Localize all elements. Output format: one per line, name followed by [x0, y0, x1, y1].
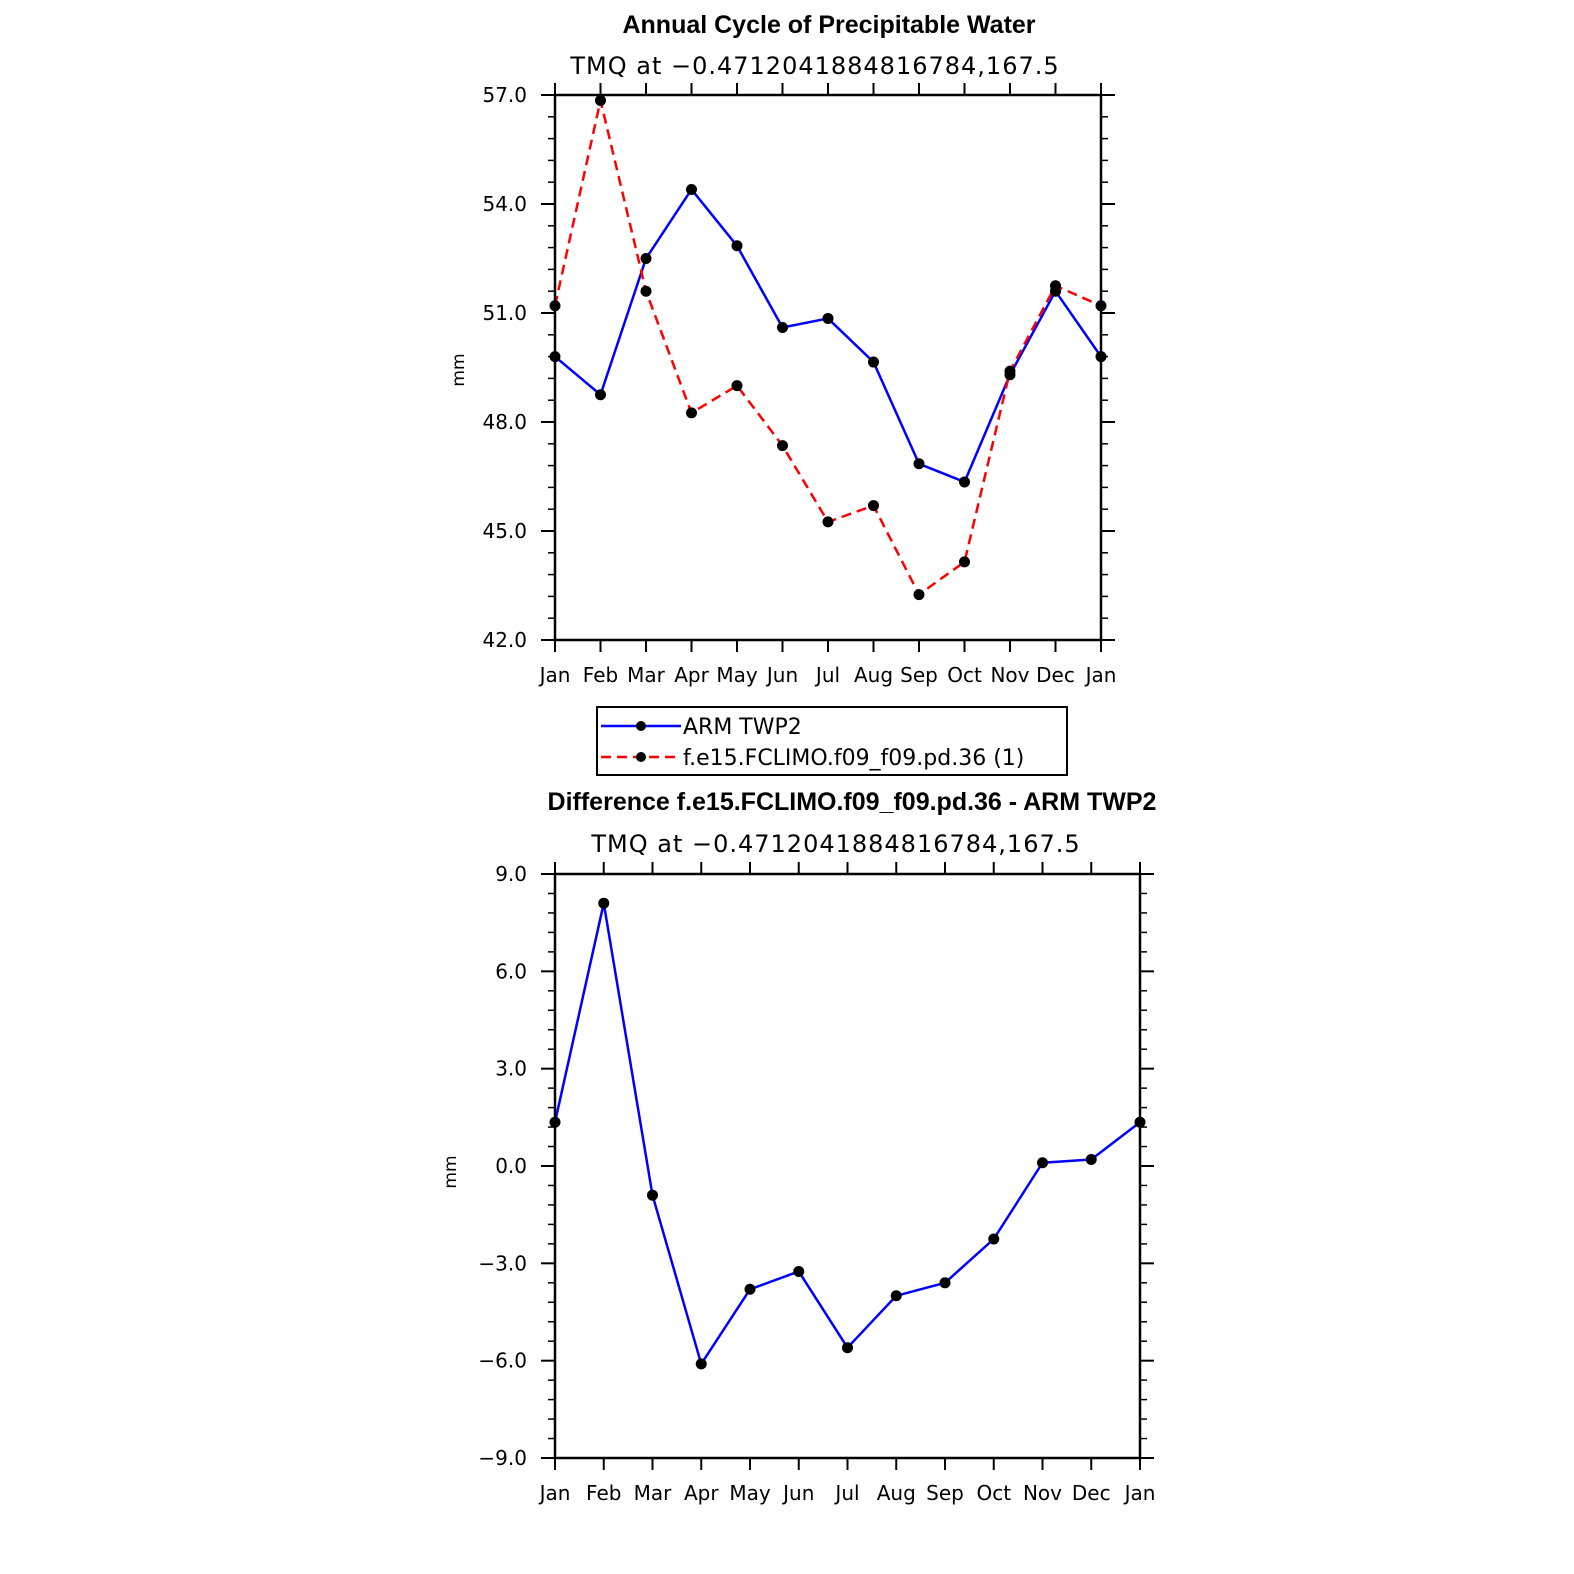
data-point [686, 183, 697, 195]
y-tick-label: 57.0 [482, 83, 527, 107]
x-tick-label: Jun [781, 1481, 814, 1505]
x-tick-label: Jul [814, 663, 840, 687]
x-tick-label: Apr [674, 663, 709, 687]
x-tick-label: Aug [854, 663, 893, 687]
chart-2-y-axis-label: mm [441, 1155, 461, 1188]
y-tick-label: −6.0 [478, 1349, 527, 1373]
data-point [1085, 1154, 1097, 1166]
data-point [640, 285, 652, 297]
chart-2-plot-frame [553, 872, 1142, 1460]
legend-marker-arm [636, 721, 646, 731]
x-tick-label: Mar [627, 663, 666, 687]
x-tick-label: May [716, 663, 758, 687]
data-point [647, 1189, 658, 1201]
y-tick-label: 51.0 [482, 301, 527, 325]
x-tick-label: Jan [1123, 1481, 1156, 1505]
legend-label-model: f.e15.FCLIMO.f09_f09.pd.36 (1) [683, 746, 1024, 771]
y-tick-label: 9.0 [495, 862, 527, 886]
data-point [959, 556, 970, 568]
data-point [731, 240, 743, 252]
x-tick-label: Jun [765, 663, 798, 687]
x-tick-label: Nov [990, 663, 1029, 687]
precipitable-water-chart: Annual Cycle of Precipitable Water TMQ a… [449, 11, 1116, 687]
data-point [1004, 365, 1016, 377]
data-point [695, 1358, 707, 1370]
x-tick-label: Oct [947, 663, 982, 687]
y-tick-label: 42.0 [482, 628, 527, 652]
data-point [595, 94, 606, 106]
data-point [777, 322, 788, 334]
y-tick-label: 45.0 [482, 519, 527, 543]
x-tick-label: Jul [833, 1481, 859, 1505]
chart-1-title: Annual Cycle of Precipitable Water [622, 11, 1035, 39]
x-tick-label: Jan [1084, 663, 1117, 687]
legend-marker-model [636, 752, 646, 762]
y-tick-label: 0.0 [495, 1154, 527, 1178]
data-point [868, 356, 879, 368]
data-point [598, 897, 610, 909]
x-tick-label: Aug [877, 1481, 916, 1505]
y-tick-label: 3.0 [495, 1057, 527, 1081]
chart-2-title: Difference f.e15.FCLIMO.f09_f09.pd.36 - … [548, 788, 1157, 816]
data-point [793, 1265, 805, 1277]
data-point [1050, 280, 1061, 292]
series-line-1 [553, 901, 1141, 1366]
data-point [959, 476, 970, 488]
x-tick-label: Mar [634, 1481, 673, 1505]
x-tick-label: Nov [1023, 1481, 1062, 1505]
x-tick-label: May [729, 1481, 771, 1505]
data-point [988, 1233, 1000, 1245]
y-tick-label: 6.0 [495, 959, 527, 983]
x-tick-label: Oct [976, 1481, 1011, 1505]
data-point [842, 1342, 853, 1354]
legend: ARM TWP2 f.e15.FCLIMO.f09_f09.pd.36 (1) [596, 706, 1068, 776]
chart-2-subtitle: TMQ at −0.4712041884816784,167.5 [590, 830, 1080, 858]
data-point [939, 1277, 951, 1289]
x-tick-label: Apr [684, 1481, 719, 1505]
x-tick-label: Sep [926, 1481, 964, 1505]
y-tick-label: −3.0 [478, 1251, 527, 1275]
data-point [744, 1283, 756, 1295]
data-point [640, 253, 652, 264]
x-tick-label: Jan [538, 1481, 571, 1505]
x-tick-label: Dec [1036, 663, 1075, 687]
y-tick-label: 48.0 [482, 410, 527, 434]
y-tick-label: 54.0 [482, 192, 527, 216]
legend-label-arm: ARM TWP2 [683, 715, 802, 740]
data-point [595, 389, 606, 401]
data-point [731, 380, 743, 392]
x-tick-label: Jan [538, 663, 571, 687]
difference-chart: Difference f.e15.FCLIMO.f09_f09.pd.36 - … [441, 788, 1156, 1505]
chart-1-y-axis-label: mm [449, 353, 469, 386]
data-point [913, 458, 925, 470]
data-point [913, 589, 925, 601]
data-point [686, 407, 697, 419]
data-point [1037, 1157, 1048, 1169]
series-line-1 [554, 188, 1103, 484]
chart-1-subtitle: TMQ at −0.4712041884816784,167.5 [569, 52, 1059, 80]
y-tick-label: −9.0 [478, 1446, 527, 1470]
x-tick-label: Dec [1072, 1481, 1111, 1505]
data-point [868, 500, 879, 512]
data-point [890, 1290, 902, 1302]
data-point [822, 312, 834, 324]
x-tick-label: Feb [583, 663, 618, 687]
x-tick-label: Feb [586, 1481, 621, 1505]
legend-box [596, 706, 1068, 776]
data-point [777, 440, 788, 452]
chart-1-plot-frame [553, 93, 1103, 642]
data-point [822, 516, 834, 528]
x-tick-label: Sep [900, 663, 938, 687]
